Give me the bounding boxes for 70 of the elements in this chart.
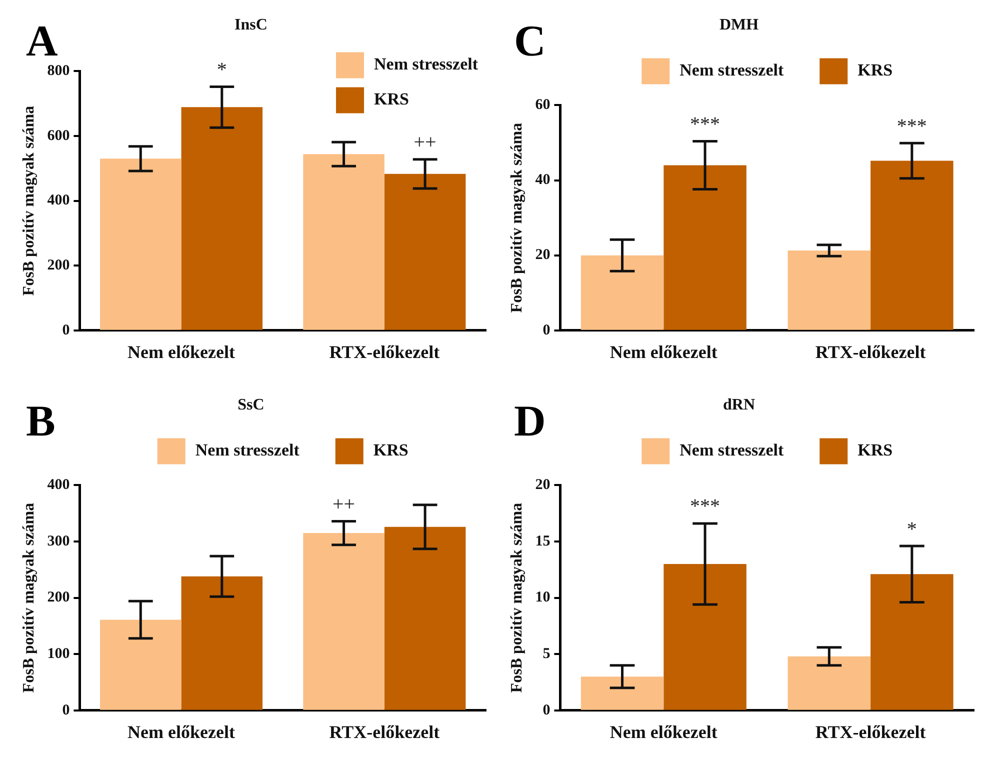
bar — [870, 160, 954, 330]
legend-label: Nem stresszelt — [374, 54, 478, 74]
y-tick-label: 400 — [47, 192, 70, 209]
text: C — [514, 16, 546, 66]
bar — [100, 620, 182, 710]
y-tick-label: 20 — [535, 247, 550, 264]
y-tick-label: 0 — [542, 702, 550, 718]
bar — [580, 255, 664, 330]
bar — [303, 533, 384, 710]
bar — [384, 174, 466, 330]
x-tick-label: Nem előkezelt — [128, 342, 235, 362]
data-label: * — [216, 59, 227, 81]
x-tick-label: RTX-előkezelt — [329, 722, 440, 742]
bar — [664, 564, 746, 710]
chart-title: SsC — [238, 396, 264, 414]
bar — [580, 676, 664, 710]
bar — [788, 250, 871, 330]
y-tick-label: 300 — [47, 533, 70, 550]
y-axis-title: FosB pozitív magyak száma — [508, 502, 526, 693]
x-tick-label: Nem előkezelt — [610, 342, 718, 362]
y-tick-label: 800 — [47, 63, 70, 80]
legend-label: Nem stresszelt — [680, 440, 784, 460]
x-tick-label: RTX-előkezelt — [815, 342, 926, 362]
y-tick-label: 15 — [535, 533, 550, 550]
y-tick-label: 20 — [535, 477, 550, 494]
y-axis-title: FosB pozitív magyak száma — [20, 106, 38, 296]
bar — [181, 107, 263, 330]
legend-label: KRS — [373, 440, 408, 460]
x-tick-label: RTX-előkezelt — [815, 722, 926, 742]
y-tick-label: 5 — [542, 646, 550, 662]
text: B — [26, 396, 56, 446]
data-label: *** — [896, 115, 927, 138]
y-tick-label: 200 — [47, 590, 70, 606]
bar — [384, 526, 466, 710]
data-label: *** — [690, 496, 720, 518]
bar — [788, 656, 871, 710]
y-tick-label: 100 — [47, 646, 70, 662]
y-tick-label: 200 — [47, 257, 70, 274]
bar — [303, 154, 384, 330]
x-tick-label: Nem előkezelt — [610, 722, 718, 742]
legend-label: KRS — [374, 90, 409, 109]
y-tick-label: 0 — [542, 322, 550, 338]
y-tick-label: 60 — [535, 97, 550, 114]
y-tick-label: 0 — [62, 702, 70, 718]
bar — [100, 158, 182, 330]
x-tick-label: Nem előkezelt — [128, 722, 235, 742]
y-tick-label: 400 — [47, 477, 70, 494]
bar — [870, 574, 954, 710]
x-tick-label: RTX-előkezelt — [329, 342, 440, 362]
y-tick-label: 10 — [535, 590, 550, 606]
legend-label: KRS — [858, 60, 893, 80]
data-label: *** — [690, 113, 720, 136]
y-axis-title: FosB pozitív magyak száma — [20, 502, 38, 693]
legend-label: Nem stresszelt — [195, 440, 300, 460]
y-axis-title: FosB pozitív magyak száma — [508, 122, 526, 313]
text: D — [514, 396, 546, 446]
data-label: * — [906, 518, 917, 540]
bar — [181, 576, 263, 710]
data-label: ++ — [414, 132, 436, 154]
chart-title: InsC — [234, 16, 268, 34]
chart-title: dRN — [722, 396, 756, 414]
legend-label: Nem stresszelt — [680, 60, 784, 80]
y-tick-label: 40 — [535, 172, 550, 188]
legend-label: KRS — [858, 440, 893, 460]
data-label: ++ — [332, 493, 356, 516]
y-tick-label: 0 — [62, 322, 70, 338]
chart-title: DMH — [719, 16, 760, 34]
text: A — [26, 16, 58, 66]
y-tick-label: 600 — [47, 128, 70, 144]
bar — [664, 165, 746, 330]
